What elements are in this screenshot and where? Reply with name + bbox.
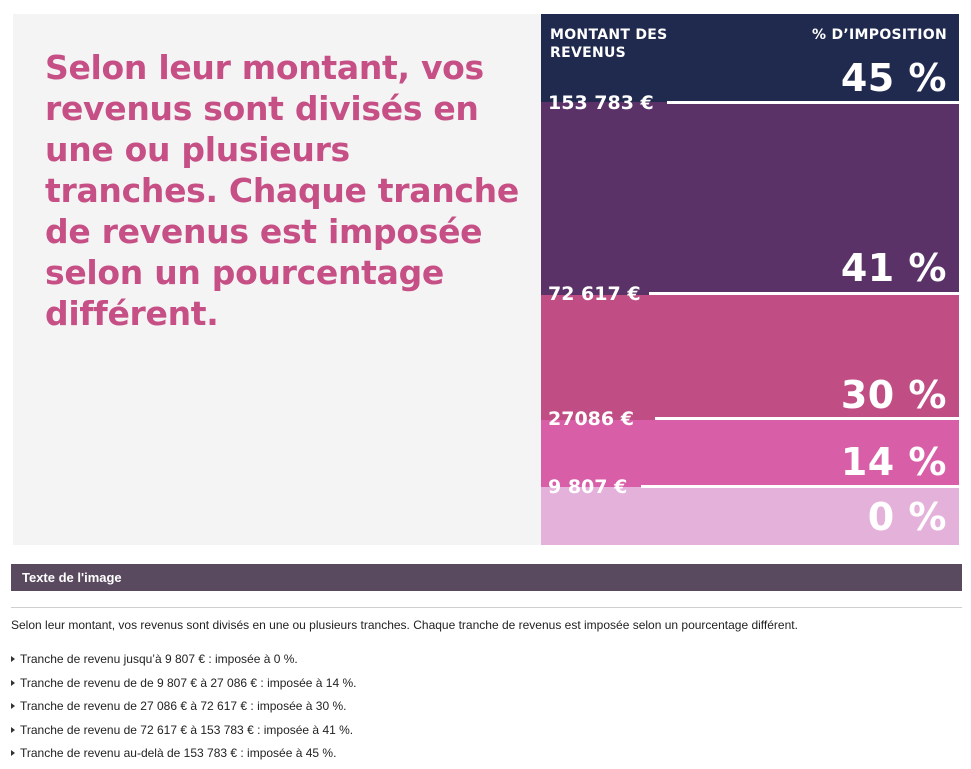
band-30: 30 % <box>541 295 959 420</box>
bullet-triangle-icon <box>11 750 15 756</box>
tax-bracket-infographic: Selon leur montant, vos revenus sont div… <box>13 14 959 545</box>
threshold-label: 27086 € <box>548 408 634 430</box>
threshold-line <box>655 417 959 420</box>
rate-label-41: 41 % <box>840 246 947 290</box>
column-header-rate: % D’IMPOSITION <box>811 27 947 43</box>
list-item-text: Tranche de revenu jusqu’à 9 807 € : impo… <box>20 652 298 666</box>
bullet-triangle-icon <box>11 679 15 686</box>
threshold-72617: 72 617 € <box>541 281 959 307</box>
threshold-27086: 27086 € <box>541 406 959 432</box>
infographic-headline: Selon leur montant, vos revenus sont div… <box>45 48 519 333</box>
band-0: 0 % <box>541 487 959 545</box>
threshold-153783: 153 783 € <box>541 90 959 116</box>
tax-bands: MONTANT DES REVENUS % D’IMPOSITION 45 % … <box>541 14 959 545</box>
column-header-amount: MONTANT DES REVENUS <box>550 27 668 61</box>
image-text-title: Texte de l'image <box>22 570 122 585</box>
threshold-line <box>649 292 959 295</box>
threshold-9807: 9 807 € <box>541 474 959 500</box>
band-14: 14 % <box>541 420 959 487</box>
rate-label-45: 45 % <box>840 56 947 100</box>
list-item: Tranche de revenu au-delà de 153 783 € :… <box>11 745 356 761</box>
list-item-text: Tranche de revenu de de 9 807 € à 27 086… <box>20 675 357 690</box>
band-41: 41 % <box>541 102 959 295</box>
image-text-header: Texte de l'image <box>11 564 962 591</box>
rate-label-14: 14 % <box>840 440 947 484</box>
list-item: Tranche de revenu de 72 617 € à 153 783 … <box>11 722 356 738</box>
threshold-label: 153 783 € <box>548 92 654 114</box>
list-item-text: Tranche de revenu de 27 086 € à 72 617 €… <box>20 699 347 713</box>
bullet-triangle-icon <box>11 703 15 709</box>
threshold-line <box>641 485 959 488</box>
list-item: Tranche de revenu jusqu’à 9 807 € : impo… <box>11 651 356 667</box>
list-item: Tranche de revenu de 27 086 € à 72 617 €… <box>11 698 356 714</box>
list-item-text: Tranche de revenu au-delà de 153 783 € :… <box>20 746 337 760</box>
band-45: MONTANT DES REVENUS % D’IMPOSITION 45 % <box>541 14 959 102</box>
rate-label-30: 30 % <box>840 373 947 417</box>
threshold-label: 72 617 € <box>548 283 641 305</box>
image-text-description: Selon leur montant, vos revenus sont div… <box>11 618 798 632</box>
bullet-triangle-icon <box>11 726 15 733</box>
divider <box>11 607 962 608</box>
list-item-text: Tranche de revenu de 72 617 € à 153 783 … <box>20 722 354 737</box>
rate-label-0: 0 % <box>867 495 947 539</box>
bullet-triangle-icon <box>11 656 15 662</box>
bracket-list: Tranche de revenu jusqu’à 9 807 € : impo… <box>11 651 356 769</box>
threshold-label: 9 807 € <box>548 476 628 498</box>
list-item: Tranche de revenu de de 9 807 € à 27 086… <box>11 675 356 691</box>
threshold-line <box>667 101 959 104</box>
